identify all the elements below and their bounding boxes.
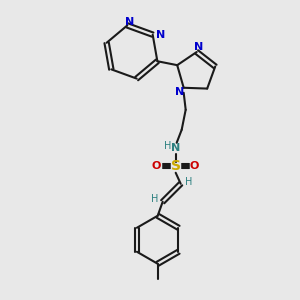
Text: S: S: [171, 159, 181, 173]
Text: N: N: [125, 17, 134, 27]
Text: H: H: [185, 177, 192, 187]
Text: N: N: [194, 42, 203, 52]
Text: O: O: [152, 161, 161, 171]
Text: N: N: [171, 143, 180, 153]
Text: H: H: [164, 141, 171, 151]
Text: N: N: [156, 30, 165, 40]
Text: N: N: [175, 87, 184, 97]
Text: O: O: [190, 161, 200, 171]
Text: H: H: [151, 194, 158, 204]
